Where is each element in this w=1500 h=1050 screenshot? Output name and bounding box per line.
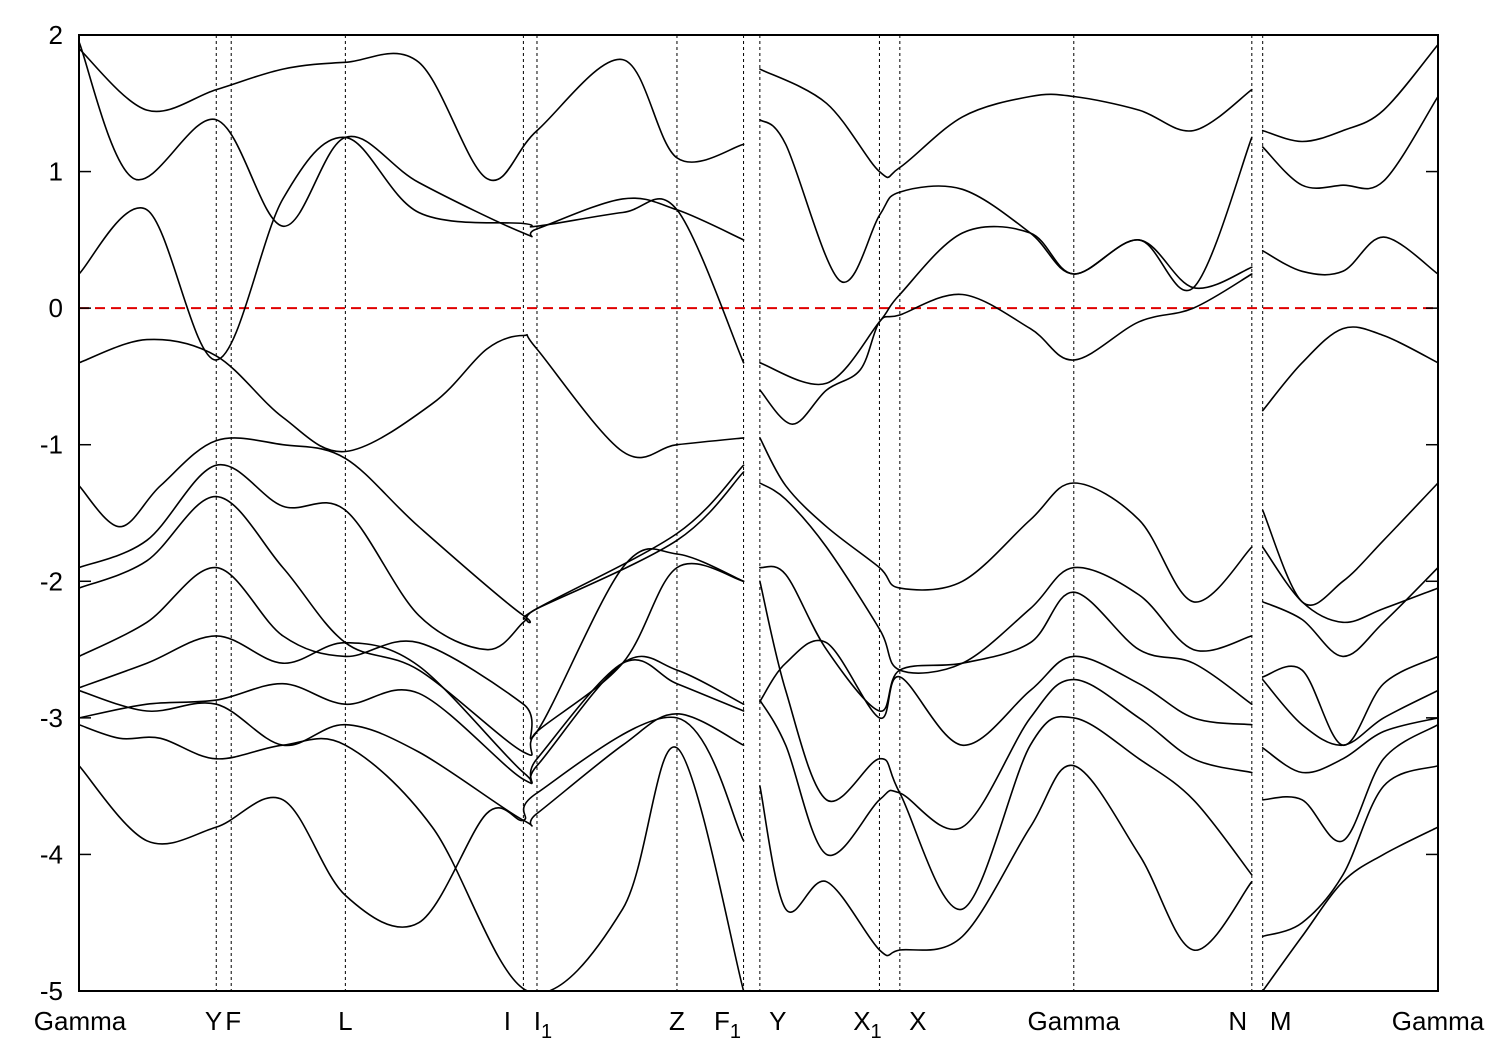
x-tick-label: M bbox=[1270, 1006, 1292, 1036]
y-tick-label: 2 bbox=[49, 20, 63, 50]
band-line-5 bbox=[79, 437, 745, 624]
band-line-27 bbox=[1261, 95, 1438, 190]
x-tick-label: N bbox=[1228, 1006, 1247, 1036]
band-line-34 bbox=[1261, 717, 1438, 774]
band-line-15 bbox=[759, 273, 1253, 425]
band-line-35 bbox=[1261, 723, 1438, 843]
y-tick-label: -4 bbox=[40, 839, 63, 869]
band-line-8 bbox=[79, 548, 745, 740]
band-line-26 bbox=[1261, 236, 1438, 276]
y-tick-label: -2 bbox=[40, 566, 63, 596]
band-line-3 bbox=[79, 41, 745, 241]
x-tick-label: L bbox=[338, 1006, 352, 1036]
x-tick-label: F1 bbox=[714, 1006, 741, 1043]
band-line-16 bbox=[759, 118, 1253, 292]
band-line-37 bbox=[1261, 826, 1438, 991]
band-line-11 bbox=[79, 689, 745, 827]
band-line-36 bbox=[1261, 764, 1438, 938]
band-line-12 bbox=[79, 716, 745, 928]
x-tick-label: F bbox=[225, 1006, 241, 1036]
plot-frame bbox=[78, 34, 1439, 992]
x-tick-label: Gamma bbox=[1028, 1006, 1121, 1036]
x-tick-label: Z bbox=[669, 1006, 685, 1036]
band-curves bbox=[79, 41, 1438, 991]
band-line-14 bbox=[759, 225, 1253, 386]
y-tick-label: -5 bbox=[40, 976, 63, 1006]
x-tick-label: Gamma bbox=[1392, 1006, 1485, 1036]
band-line-19 bbox=[759, 482, 1253, 674]
band-line-32 bbox=[1261, 655, 1438, 746]
band-line-2 bbox=[79, 136, 745, 364]
x-tick-label: Y bbox=[205, 1006, 222, 1036]
band-line-28 bbox=[1261, 43, 1438, 143]
band-line-17 bbox=[759, 68, 1253, 179]
band-line-18 bbox=[759, 437, 1253, 603]
y-tick-label: -1 bbox=[40, 430, 63, 460]
band-line-4 bbox=[79, 47, 745, 182]
band-line-31 bbox=[1261, 566, 1438, 658]
band-line-22 bbox=[759, 678, 1253, 857]
band-line-1 bbox=[79, 333, 745, 459]
kpoint-gridlines bbox=[215, 35, 1264, 991]
x-tick-label-subscript: 1 bbox=[871, 1021, 882, 1043]
x-tick-label: I1 bbox=[534, 1006, 552, 1043]
band-line-10 bbox=[79, 659, 745, 785]
band-line-23 bbox=[759, 580, 1253, 910]
band-line-29 bbox=[1261, 482, 1438, 606]
band-line-30 bbox=[1261, 546, 1438, 624]
band-line-6 bbox=[79, 463, 745, 651]
band-line-9 bbox=[79, 635, 745, 784]
band-line-20 bbox=[759, 565, 1253, 712]
x-tick-label: X1 bbox=[853, 1006, 881, 1043]
y-tick-label: -3 bbox=[40, 703, 63, 733]
band-line-25 bbox=[1261, 326, 1438, 412]
band-line-24 bbox=[759, 764, 1253, 957]
x-tick-label: Y bbox=[769, 1006, 786, 1036]
band-line-13 bbox=[79, 723, 745, 991]
y-axis-ticks: 2 1 0 -1 -2 -3 -4 -5 bbox=[40, 20, 1438, 1006]
band-line-21 bbox=[759, 639, 1253, 747]
band-line-7 bbox=[79, 495, 745, 757]
x-tick-label-subscript: 1 bbox=[730, 1021, 741, 1043]
x-tick-label-subscript: 1 bbox=[541, 1021, 552, 1043]
band-line-33 bbox=[1261, 678, 1438, 747]
x-tick-label: Gamma bbox=[34, 1006, 127, 1036]
x-tick-label: X bbox=[909, 1006, 926, 1036]
x-tick-label: I bbox=[504, 1006, 511, 1036]
y-tick-label: 0 bbox=[49, 293, 63, 323]
x-axis-ticks: Gamma Y F L I I1 Z F1 Y X1 X Gamma N M Gamma bbox=[34, 1006, 1485, 1043]
y-tick-label: 1 bbox=[49, 157, 63, 187]
